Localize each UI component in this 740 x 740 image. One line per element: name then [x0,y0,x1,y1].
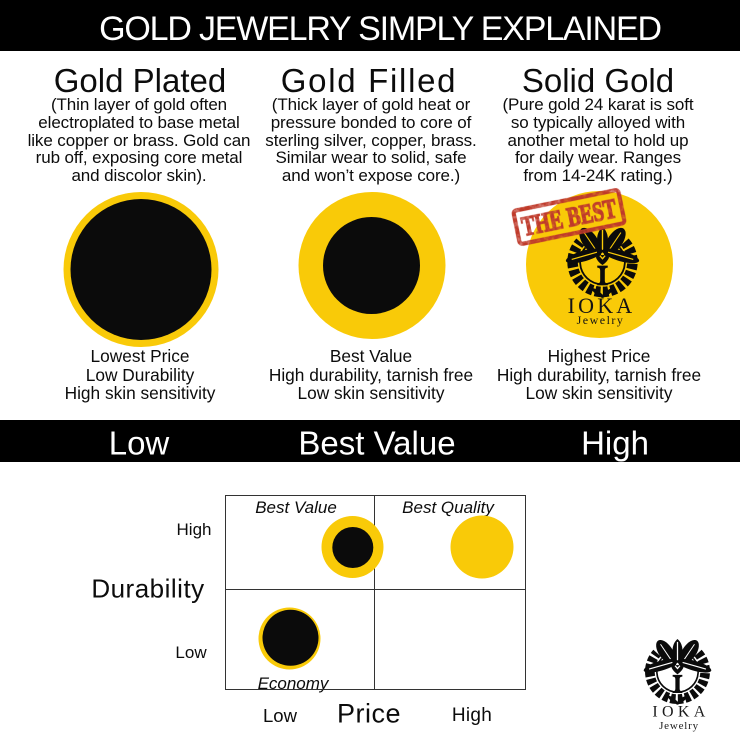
svg-text:Jewelry: Jewelry [577,313,625,327]
svg-text:Jewelry: Jewelry [659,720,699,732]
svg-text:IOKA: IOKA [652,704,709,721]
svg-text:IOKA: IOKA [568,293,636,318]
